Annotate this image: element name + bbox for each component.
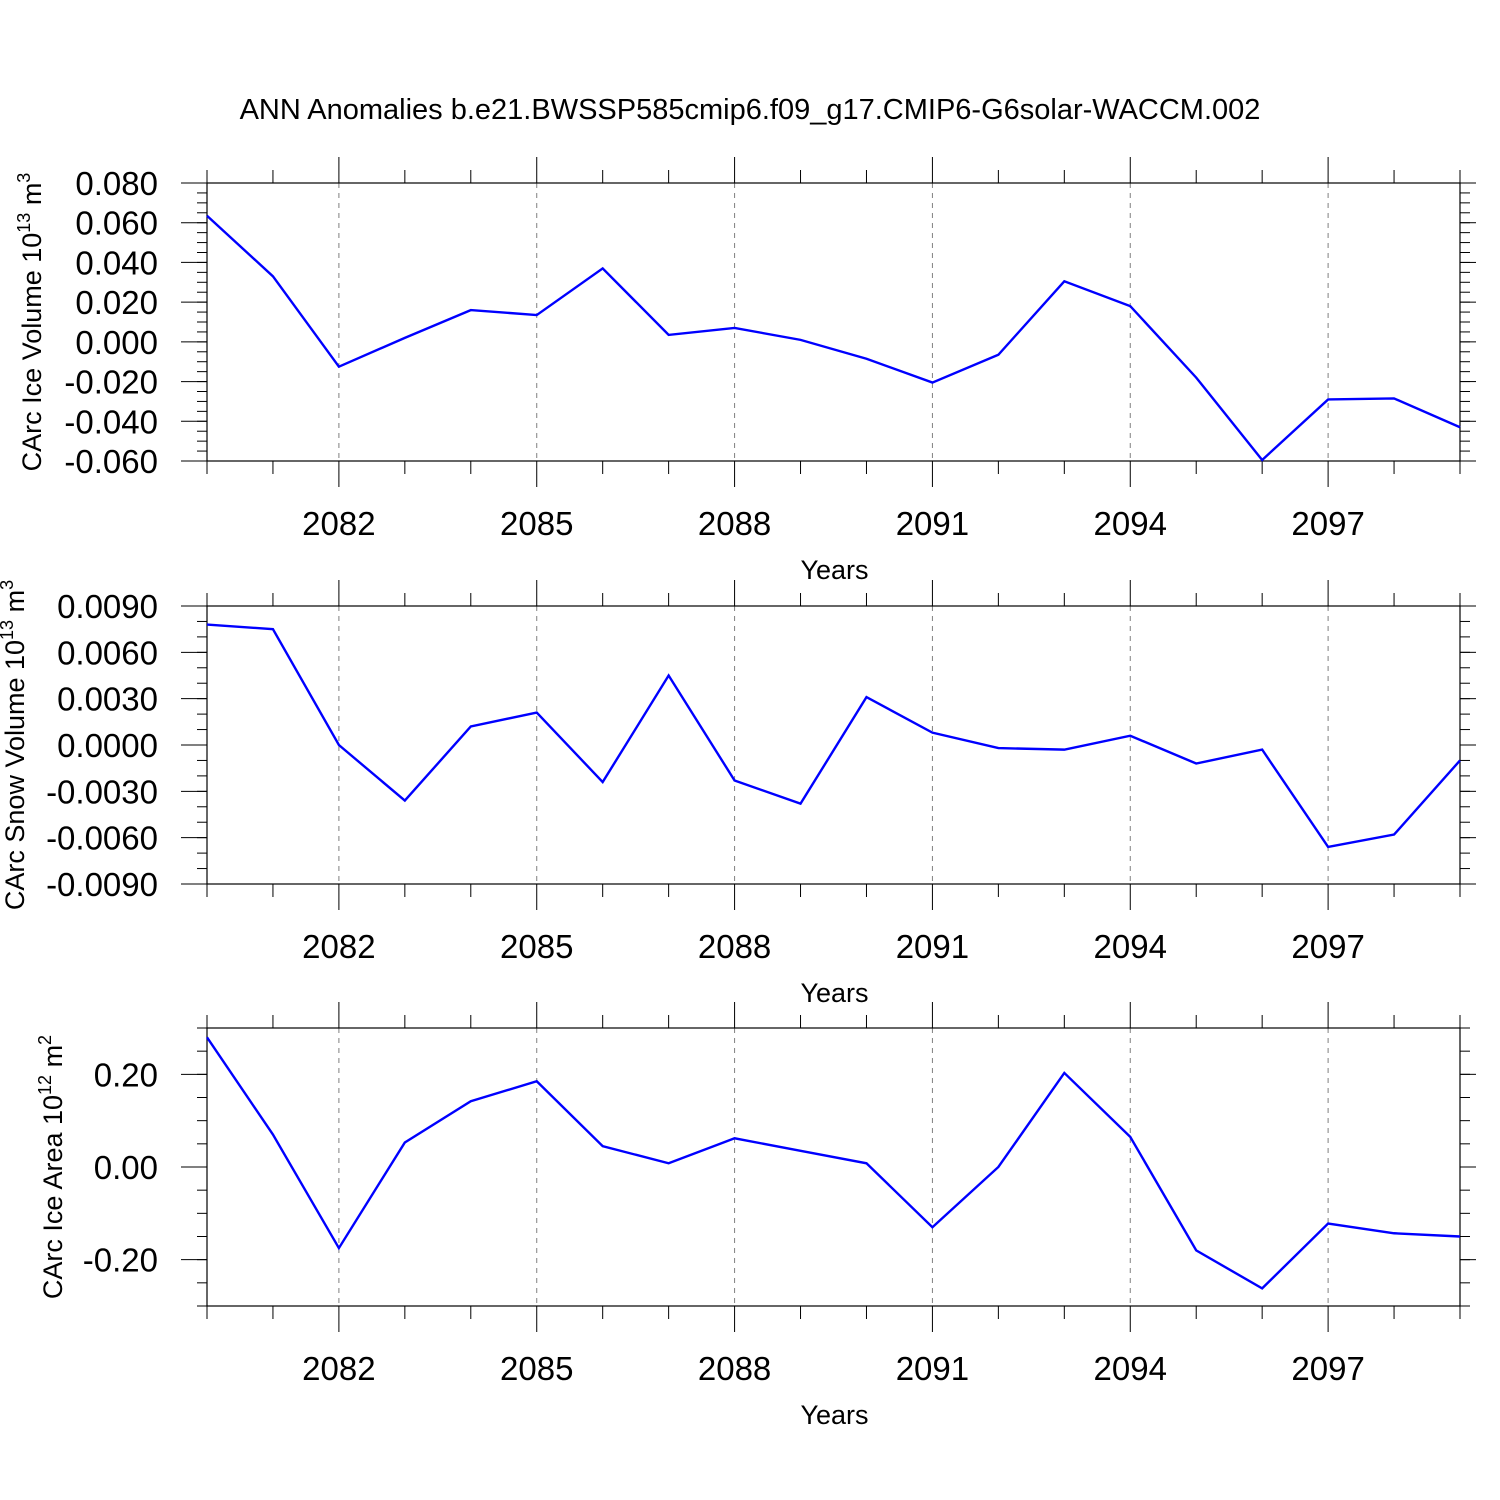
y-axis-label-superscript: 3 [14, 173, 34, 183]
y-tick-label: 0.0090 [57, 588, 158, 625]
y-tick-label: -0.060 [64, 443, 158, 480]
x-axis-label: Years [800, 1400, 868, 1430]
x-axis-label: Years [800, 555, 868, 585]
y-tick-label: -0.0030 [46, 773, 158, 810]
x-tick-label: 2094 [1094, 1350, 1167, 1387]
y-axis-label-superscript: 12 [35, 1075, 55, 1095]
panel-1: 2082 2085 2088 2091 2094 2097 Years -0.060-0.04… [14, 157, 1476, 585]
x-tick-label: 2097 [1291, 1350, 1364, 1387]
x-tick-label: 2088 [698, 1350, 771, 1387]
y-tick-label: -0.020 [64, 364, 158, 401]
x-tick-label: 2097 [1291, 928, 1364, 965]
y-axis-label-part: CArc Ice Volume 10 [17, 233, 47, 472]
y-tick-label: -0.0090 [46, 866, 158, 903]
x-tick-label: 2082 [302, 505, 375, 542]
y-axis-label: CArc Snow Volume 1013 m3 [0, 580, 30, 910]
x-tick-label: 2088 [698, 928, 771, 965]
y-tick-label: 0.040 [75, 244, 158, 281]
y-axis-label-part: m [17, 183, 47, 213]
y-tick-label: 0.00 [94, 1149, 158, 1186]
y-axis-label-superscript: 13 [14, 213, 34, 233]
y-axis-label: CArc Ice Volume 1013 m3 [14, 173, 47, 472]
y-axis-label-superscript: 2 [35, 1035, 55, 1045]
y-axis-label-superscript: 3 [0, 580, 17, 590]
y-tick-label: 0.0030 [57, 681, 158, 718]
panel-3: 2082 2085 2088 2091 2094 2097 Years -0.20 0.00 0.… [35, 1002, 1476, 1430]
x-tick-label: 2088 [698, 505, 771, 542]
y-axis-label-part: m [0, 590, 30, 620]
y-tick-label: 0.0060 [57, 634, 158, 671]
x-tick-label: 2085 [500, 928, 573, 965]
figure-title: ANN Anomalies b.e21.BWSSP585cmip6.f09_g1… [240, 94, 1261, 126]
x-tick-label: 2097 [1291, 505, 1364, 542]
series-line [206, 623, 1461, 849]
series-line [206, 1036, 1461, 1290]
y-tick-label: -0.20 [83, 1242, 158, 1279]
x-tick-label: 2091 [896, 505, 969, 542]
y-tick-label: 0.20 [94, 1056, 158, 1093]
x-tick-label: 2085 [500, 1350, 573, 1387]
series-line [206, 214, 1461, 462]
y-tick-label: 0.060 [75, 205, 158, 242]
y-axis-label-part: CArc Snow Volume 10 [0, 640, 30, 910]
x-tick-label: 2094 [1094, 928, 1167, 965]
x-tick-label: 2094 [1094, 505, 1167, 542]
y-axis-label: CArc Ice Area 1012 m2 [35, 1035, 68, 1299]
panel-2: 2082 2085 2088 2091 2094 2097 Years -0.0090 -0.0… [0, 580, 1476, 1008]
y-tick-label: 0.0000 [57, 727, 158, 764]
x-tick-label: 2082 [302, 928, 375, 965]
y-tick-label: 0.020 [75, 284, 158, 321]
x-tick-label: 2085 [500, 505, 573, 542]
x-tick-label: 2082 [302, 1350, 375, 1387]
y-tick-label: 0.080 [75, 165, 158, 202]
y-axis-label-part: m [38, 1045, 68, 1075]
y-axis-label-part: CArc Ice Area 10 [38, 1095, 68, 1299]
y-tick-label: 0.000 [75, 324, 158, 361]
panels: 2082 2085 2088 2091 2094 2097 Years -0.060-0.04… [0, 157, 1476, 1430]
y-tick-label: -0.040 [64, 403, 158, 440]
x-axis-label: Years [800, 978, 868, 1008]
y-axis-label-superscript: 13 [0, 620, 17, 640]
x-tick-label: 2091 [896, 928, 969, 965]
x-tick-label: 2091 [896, 1350, 969, 1387]
y-tick-label: -0.0060 [46, 820, 158, 857]
